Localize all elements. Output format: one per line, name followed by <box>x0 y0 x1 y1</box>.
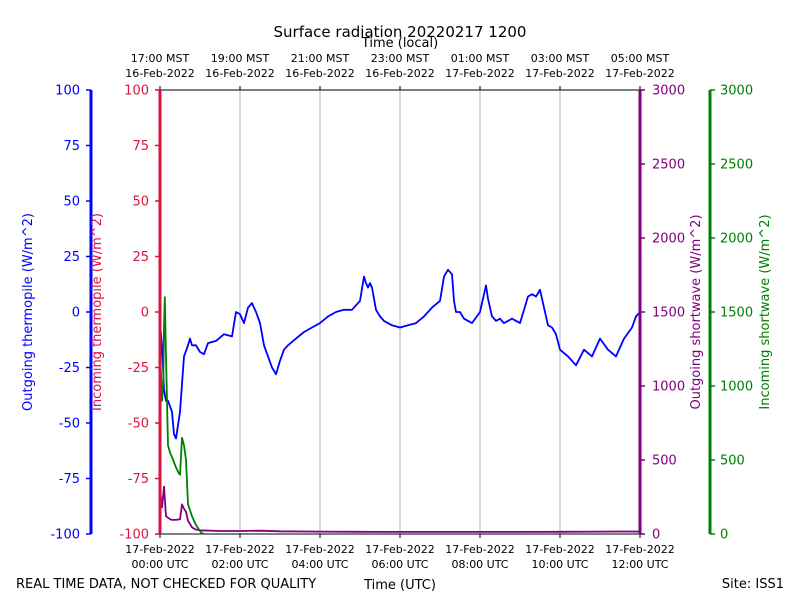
out_thermo-tick-label: 50 <box>63 195 80 210</box>
top-axis-label: Time (local) <box>361 36 438 51</box>
out_thermo-tick-label: 0 <box>72 306 80 321</box>
x-tick-label-local-time: 05:00 MST <box>611 52 670 65</box>
x-tick-label-utc-date: 17-Feb-2022 <box>605 543 674 556</box>
in_thermo-axis-title: Incoming thermopile (W/m^2) <box>90 213 105 411</box>
out_thermo-tick-label: -25 <box>59 361 80 376</box>
x-tick-label-local-time: 19:00 MST <box>211 52 270 65</box>
in_thermo-tick-label: -100 <box>119 528 149 543</box>
x-tick-label-utc-time: 06:00 UTC <box>371 558 428 571</box>
in_sw-tick-label: 0 <box>720 528 728 543</box>
out_thermo-tick-label: 100 <box>55 84 80 99</box>
x-tick-label-local-date: 16-Feb-2022 <box>205 67 274 80</box>
in_sw-tick-label: 1000 <box>720 380 753 395</box>
x-tick-label-local-time: 03:00 MST <box>531 52 590 65</box>
out_thermo-axis-title: Outgoing thermopile (W/m^2) <box>21 213 36 411</box>
out_thermo-tick-label: 75 <box>63 139 80 154</box>
x-tick-label-local-date: 16-Feb-2022 <box>285 67 354 80</box>
x-tick-label-local-time: 21:00 MST <box>291 52 350 65</box>
x-tick-label-utc-time: 04:00 UTC <box>291 558 348 571</box>
out_sw-tick-label: 0 <box>652 528 660 543</box>
in_thermo-tick-label: -75 <box>128 472 149 487</box>
in_sw-tick-label: 2500 <box>720 158 753 173</box>
x-tick-label-local-time: 23:00 MST <box>371 52 430 65</box>
x-tick-label-utc-time: 02:00 UTC <box>211 558 268 571</box>
x-tick-label-utc-date: 17-Feb-2022 <box>445 543 514 556</box>
x-tick-label-utc-time: 12:00 UTC <box>611 558 668 571</box>
in_sw-tick-label: 1500 <box>720 306 753 321</box>
in_sw-axis-title: Incoming shortwave (W/m^2) <box>758 214 773 409</box>
chart-title: Surface radiation 20220217 1200 <box>274 23 527 41</box>
out_sw-tick-label: 2000 <box>652 232 685 247</box>
vertical-gridlines <box>239 90 561 534</box>
out_thermo-tick-label: -100 <box>50 528 80 543</box>
in_thermo-tick-label: 25 <box>132 250 149 265</box>
x-tick-label-local-time: 17:00 MST <box>131 52 190 65</box>
x-tick-label-utc-time: 08:00 UTC <box>451 558 508 571</box>
in_thermo-tick-label: 100 <box>124 84 149 99</box>
quality-notice: REAL TIME DATA, NOT CHECKED FOR QUALITY <box>16 577 316 592</box>
time-ticks-layer: 17-Feb-2022 00:00 UTC 17:00 MST 16-Feb-2022… <box>125 52 674 571</box>
out_sw-tick-label: 500 <box>652 454 677 469</box>
out_sw-tick-label: 3000 <box>652 84 685 99</box>
out_thermo-tick-label: -50 <box>59 417 80 432</box>
x-tick-label-local-date: 17-Feb-2022 <box>445 67 514 80</box>
out_sw-tick-label: 2500 <box>652 158 685 173</box>
in_sw-tick-label: 3000 <box>720 84 753 99</box>
x-tick-label-local-date: 17-Feb-2022 <box>525 67 594 80</box>
out_thermo-series-line <box>159 268 641 440</box>
in_sw-tick-label: 2000 <box>720 232 753 247</box>
out_thermo-tick-label: -75 <box>59 472 80 487</box>
in_thermo-tick-label: 50 <box>132 195 149 210</box>
out_thermo-tick-label: 25 <box>63 250 80 265</box>
x-tick-label-utc-date: 17-Feb-2022 <box>365 543 434 556</box>
x-tick-label-local-date: 17-Feb-2022 <box>605 67 674 80</box>
in_thermo-tick-label: -25 <box>128 361 149 376</box>
out_sw-axis-title: Outgoing shortwave (W/m^2) <box>689 214 704 409</box>
x-tick-label-utc-time: 00:00 UTC <box>131 558 188 571</box>
out_sw-tick-label: 1500 <box>652 306 685 321</box>
x-tick-label-local-date: 16-Feb-2022 <box>125 67 194 80</box>
x-tick-label-utc-time: 10:00 UTC <box>531 558 588 571</box>
axes-layer: -100 -75 -50 -25 0 25 50 75 100 Outgoing thermopi… <box>21 84 773 543</box>
in_sw-tick-label: 500 <box>720 454 745 469</box>
x-tick-label-utc-date: 17-Feb-2022 <box>205 543 274 556</box>
x-tick-label-local-date: 16-Feb-2022 <box>365 67 434 80</box>
site-label: Site: ISS1 <box>722 577 784 592</box>
x-tick-label-local-time: 01:00 MST <box>451 52 510 65</box>
in_thermo-tick-label: 0 <box>141 306 149 321</box>
in_thermo-tick-label: -50 <box>128 417 149 432</box>
in_thermo-tick-label: 75 <box>132 139 149 154</box>
x-tick-label-utc-date: 17-Feb-2022 <box>125 543 194 556</box>
x-tick-label-utc-date: 17-Feb-2022 <box>525 543 594 556</box>
series-layer <box>159 268 641 535</box>
in_sw-series-line <box>159 296 205 535</box>
out_sw-tick-label: 1000 <box>652 380 685 395</box>
bottom-axis-label: Time (UTC) <box>363 578 436 593</box>
x-tick-label-utc-date: 17-Feb-2022 <box>285 543 354 556</box>
out_sw-series-line <box>159 485 641 533</box>
